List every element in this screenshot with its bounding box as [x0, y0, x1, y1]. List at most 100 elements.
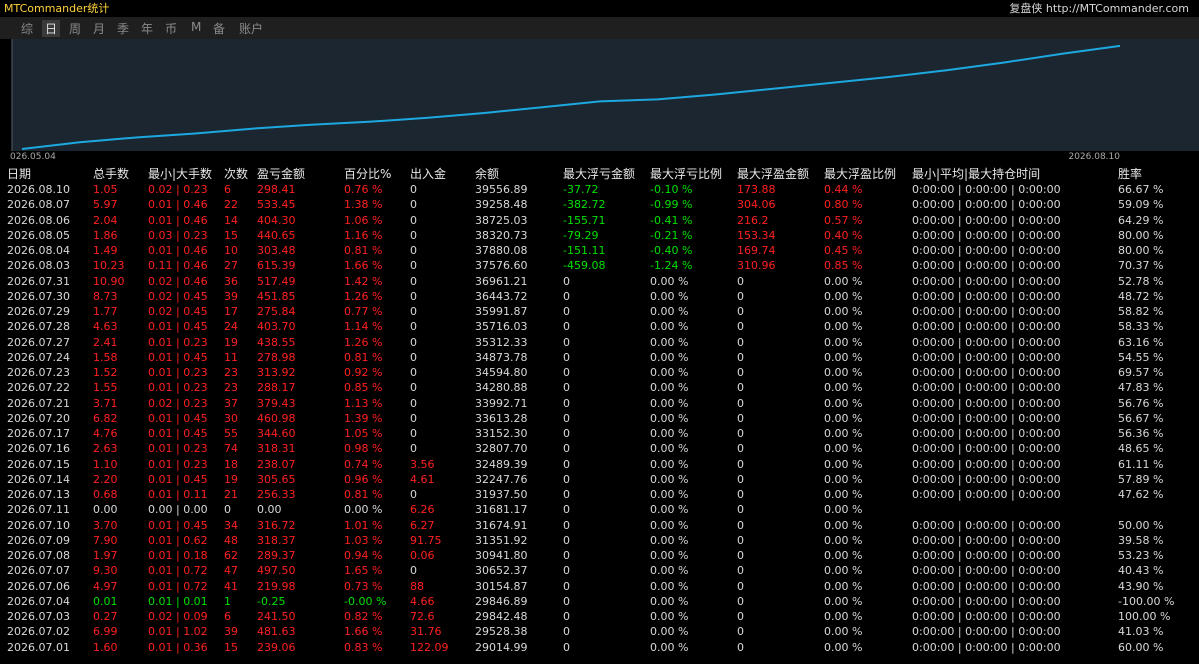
table-cell: 23: [224, 366, 238, 379]
table-cell: 0.01 | 0.23: [148, 366, 208, 379]
table-cell: 304.06: [737, 198, 776, 212]
table-cell: 6: [224, 610, 231, 623]
table-cell: 0: [563, 396, 570, 410]
table-cell: 440.65: [257, 228, 296, 242]
table-cell: 48.72 %: [1118, 289, 1164, 303]
table-cell: 1.66 %: [344, 259, 383, 273]
site-link[interactable]: 复盘侠 http://MTCommander.com: [1009, 2, 1189, 15]
tab[interactable]: 月: [93, 22, 106, 36]
table-cell: 27: [224, 259, 238, 273]
table-cell: 0.00 %: [824, 503, 863, 517]
table-cell: 39258.48: [475, 198, 528, 212]
table-cell: 0: [563, 533, 570, 547]
table-cell: 39.58 %: [1118, 533, 1164, 547]
table-cell: 56.76 %: [1118, 396, 1164, 410]
table-cell: 64.29 %: [1118, 213, 1164, 227]
table-cell: 0.01 | 0.45: [148, 411, 208, 425]
table-cell: 2026.07.17: [7, 427, 70, 440]
table-cell: 0.01 | 0.46: [148, 198, 208, 212]
table-cell: 0: [410, 396, 417, 410]
table-cell: 0:00:00 | 0:00:00 | 0:00:00: [912, 411, 1061, 425]
table-cell: -0.41 %: [650, 213, 693, 227]
table-cell: 0: [563, 610, 570, 623]
table-cell: 310.96: [737, 259, 776, 273]
table-cell: 2026.07.11: [7, 503, 70, 517]
table-cell: 0:00:00 | 0:00:00 | 0:00:00: [912, 442, 1061, 456]
table-cell: 0.02 | 0.45: [148, 289, 208, 303]
table-cell: 0:00:00 | 0:00:00 | 0:00:00: [912, 305, 1061, 318]
table-cell: 30154.87: [475, 579, 528, 593]
table-cell: 0: [737, 579, 744, 593]
table-cell: 34594.80: [475, 366, 528, 379]
table-cell: 0.00 %: [824, 472, 863, 486]
table-cell: 0.00 %: [824, 411, 863, 425]
table-cell: 2026.08.06: [7, 213, 70, 227]
table-cell: 0: [410, 259, 417, 273]
table-cell: 2026.07.29: [7, 305, 70, 318]
table-cell: 0.27: [93, 610, 118, 623]
table-cell: 74: [224, 442, 238, 456]
tab[interactable]: M: [191, 20, 202, 34]
table-cell: 2026.07.07: [7, 564, 70, 578]
table-cell: 0.00 %: [824, 457, 863, 471]
table-cell: 0.00 %: [824, 427, 863, 440]
table-cell: 2026.07.15: [7, 457, 70, 471]
table-cell: 0.01 | 0.11: [148, 488, 208, 501]
table-cell: 0.81 %: [344, 350, 383, 364]
table-cell: 1.49: [93, 244, 118, 257]
tab[interactable]: 年: [141, 22, 154, 36]
table-cell: 0.85 %: [344, 381, 383, 395]
tab[interactable]: 综: [21, 22, 34, 36]
table-cell: 63.16 %: [1118, 335, 1164, 349]
table-cell: 2026.07.27: [7, 335, 70, 349]
table-cell: 0.96 %: [344, 472, 383, 486]
tab[interactable]: 备: [213, 22, 226, 36]
table-cell: 0: [563, 442, 570, 456]
table-cell: 59.09 %: [1118, 198, 1164, 212]
table-cell: -37.72: [563, 183, 599, 196]
table-cell: 0.00: [93, 503, 118, 517]
table-cell: 2026.07.20: [7, 411, 70, 425]
table-cell: 36: [224, 274, 238, 288]
tab[interactable]: 季: [117, 22, 130, 36]
table-cell: 0: [737, 472, 744, 486]
table-cell: 0.00 %: [650, 335, 689, 349]
table-cell: 6.26: [410, 503, 435, 517]
table-cell: 0.98 %: [344, 442, 383, 456]
table-cell: 0.00 %: [824, 625, 863, 639]
table-cell: 0: [563, 457, 570, 471]
table-cell: 6: [224, 183, 231, 196]
table-cell: 0:00:00 | 0:00:00 | 0:00:00: [912, 610, 1061, 623]
table-cell: 0: [737, 381, 744, 395]
table-cell: 0: [563, 579, 570, 593]
table-cell: 3.71: [93, 396, 118, 410]
tab[interactable]: 日: [42, 20, 61, 37]
equity-line: [21, 44, 1121, 151]
table-cell: 169.74: [737, 244, 776, 257]
column-header: 最大浮亏金额: [563, 167, 636, 181]
equity-chart: 026.05.04 2026.08.10: [10, 39, 1199, 162]
column-header: 次数: [224, 167, 249, 181]
table-cell: 0:00:00 | 0:00:00 | 0:00:00: [912, 259, 1061, 273]
column-header: 日期: [7, 167, 32, 181]
tab[interactable]: 币: [165, 22, 178, 36]
column-header: 最小|平均|最大持仓时间: [912, 167, 1041, 181]
table-cell: 0: [737, 610, 744, 623]
tab[interactable]: 账户: [239, 22, 264, 36]
table-cell: 0.00 %: [824, 396, 863, 410]
table-cell: 1.60: [93, 640, 118, 654]
table-cell: 0.01 | 0.62: [148, 533, 208, 547]
table-cell: 48.65 %: [1118, 442, 1164, 456]
table-cell: 0:00:00 | 0:00:00 | 0:00:00: [912, 640, 1061, 654]
table-cell: 0.00 %: [650, 350, 689, 364]
table-cell: 0: [563, 335, 570, 349]
table-cell: -0.99 %: [650, 198, 693, 212]
table-cell: 2026.07.28: [7, 320, 70, 334]
table-cell: 0.00 %: [824, 549, 863, 562]
table-cell: 497.50: [257, 564, 296, 578]
table-cell: 3.70: [93, 518, 118, 532]
table-cell: 2026.07.06: [7, 579, 70, 593]
tab[interactable]: 周: [69, 22, 82, 36]
table-cell: 0: [410, 411, 417, 425]
table-cell: 404.30: [257, 213, 296, 227]
